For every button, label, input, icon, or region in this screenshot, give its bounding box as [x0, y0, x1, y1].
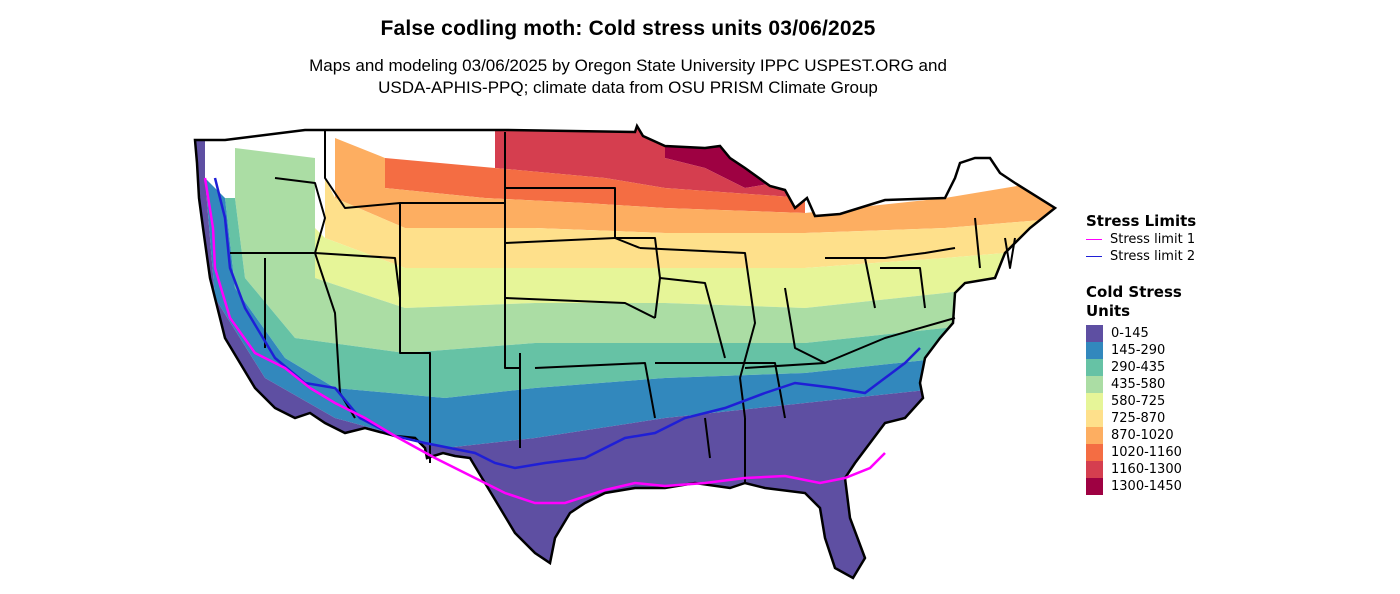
- cold-stress-legend-item: 1160-1300: [1086, 461, 1196, 478]
- cold-stress-legend-item: 290-435: [1086, 359, 1196, 376]
- cold-stress-color-swatch: [1086, 342, 1103, 359]
- cold-stress-range-label: 1160-1300: [1111, 462, 1182, 477]
- stress-limit-line-swatch: [1086, 239, 1102, 240]
- cold-stress-color-swatch: [1086, 478, 1103, 495]
- cold-stress-legend-item: 580-725: [1086, 393, 1196, 410]
- cold-stress-range-label: 435-580: [1111, 377, 1166, 392]
- cold-stress-band: [335, 138, 1055, 233]
- cold-stress-range-label: 290-435: [1111, 360, 1166, 375]
- cold-stress-range-label: 145-290: [1111, 343, 1166, 358]
- conus-cold-stress-map: [193, 124, 1057, 580]
- stress-limit-label: Stress limit 2: [1110, 249, 1196, 264]
- cold-stress-range-label: 870-1020: [1111, 428, 1174, 443]
- stress-limits-legend: Stress Limits Stress limit 1 Stress limit…: [1086, 212, 1196, 265]
- stress-limit-line-swatch: [1086, 256, 1102, 257]
- cold-stress-legend-item: 145-290: [1086, 342, 1196, 359]
- cold-stress-band: [315, 228, 1055, 308]
- cold-stress-range-label: 1020-1160: [1111, 445, 1182, 460]
- cold-stress-range-label: 0-145: [1111, 326, 1149, 341]
- subtitle-line-1: Maps and modeling 03/06/2025 by Oregon S…: [309, 56, 947, 75]
- cold-stress-color-swatch: [1086, 359, 1103, 376]
- cold-stress-color-swatch: [1086, 410, 1103, 427]
- cold-stress-legend-item: 435-580: [1086, 376, 1196, 393]
- subtitle-line-2: USDA-APHIS-PPQ; climate data from OSU PR…: [378, 78, 878, 97]
- cold-stress-band: [225, 198, 1055, 398]
- cold-stress-color-swatch: [1086, 444, 1103, 461]
- cold-stress-color-swatch: [1086, 325, 1103, 342]
- cold-stress-units-legend-title: Cold Stress Units: [1086, 283, 1182, 320]
- cold-stress-range-label: 580-725: [1111, 394, 1166, 409]
- cold-stress-color-swatch: [1086, 427, 1103, 444]
- stress-limit-legend-item: Stress limit 1: [1086, 231, 1196, 248]
- cold-stress-legend-item: 1020-1160: [1086, 444, 1196, 461]
- cold-stress-color-swatch: [1086, 393, 1103, 410]
- cold-stress-band: [495, 126, 805, 198]
- cold-stress-band: [385, 158, 805, 213]
- cold-stress-legend-item: 870-1020: [1086, 427, 1196, 444]
- cold-stress-legend-item: 1300-1450: [1086, 478, 1196, 495]
- cold-stress-band: [205, 178, 1055, 448]
- cold-stress-units-legend: Cold Stress Units 0-145 145-290 290-435 435…: [1086, 283, 1196, 495]
- map-subtitle: Maps and modeling 03/06/2025 by Oregon S…: [0, 55, 1256, 99]
- cold-stress-range-label: 725-870: [1111, 411, 1166, 426]
- cold-stress-color-swatch: [1086, 461, 1103, 478]
- cold-stress-range-label: 1300-1450: [1111, 479, 1182, 494]
- stress-limit-label: Stress limit 1: [1110, 232, 1196, 247]
- stress-limits-legend-title: Stress Limits: [1086, 212, 1197, 230]
- cold-stress-band: [325, 178, 1055, 268]
- cold-stress-legend-item: 725-870: [1086, 410, 1196, 427]
- cold-stress-band: [235, 148, 1055, 353]
- cold-stress-legend-item: 0-145: [1086, 325, 1196, 342]
- stress-limit-legend-item: Stress limit 2: [1086, 248, 1196, 265]
- map-title: False codling moth: Cold stress units 03…: [380, 17, 876, 40]
- cold-stress-color-swatch: [1086, 376, 1103, 393]
